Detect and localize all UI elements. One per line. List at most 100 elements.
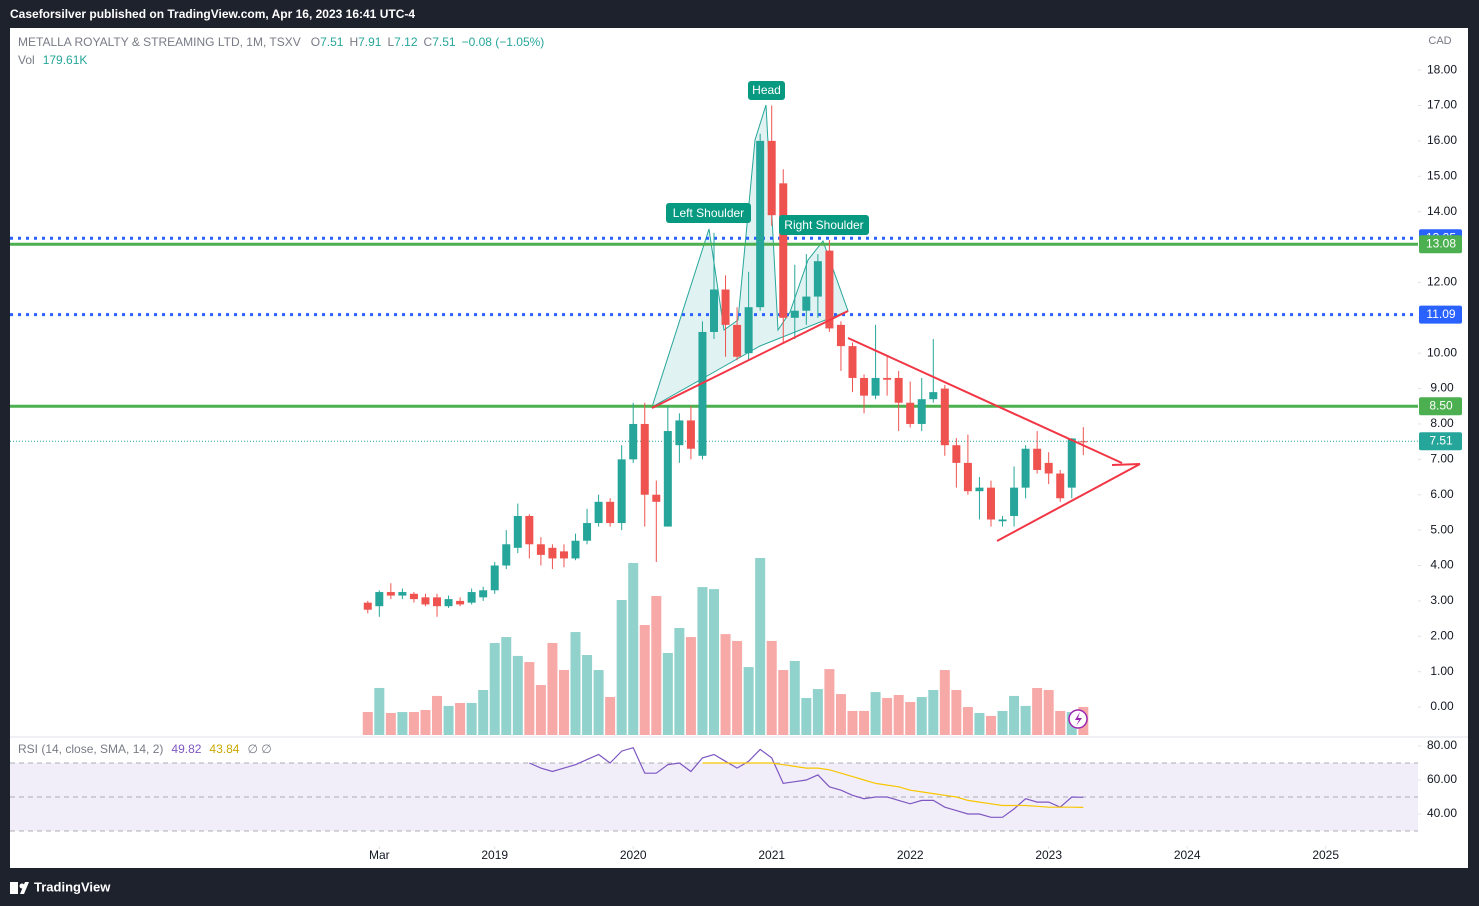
volume-bar (501, 637, 512, 735)
volume-bar (466, 702, 477, 735)
candle-body (594, 501, 603, 524)
rsi-title: RSI (14, close, SMA, 14, 2) (18, 742, 163, 756)
volume-bar (974, 712, 985, 735)
candle-body (513, 515, 522, 548)
candle-body (456, 600, 465, 605)
candle-body (467, 592, 476, 603)
volume-bar (1055, 710, 1066, 735)
publisher: Caseforsilver published on TradingView.c… (10, 7, 415, 21)
x-tick-label: 2023 (1035, 848, 1062, 862)
trend-line (1111, 463, 1141, 466)
annotation: Head (748, 81, 785, 100)
x-tick-label: 2020 (620, 848, 647, 862)
volume-bar (962, 707, 973, 735)
y-tick-label: 6.00 (1430, 487, 1454, 501)
ohlc-value: 7.51 (320, 35, 344, 49)
y-tick-label: 12.00 (1427, 275, 1457, 289)
x-tick-label: 2025 (1312, 848, 1339, 862)
candle-body (536, 544, 545, 555)
volume-bar (582, 655, 593, 735)
y-tick-label: 7.00 (1430, 452, 1454, 466)
y-tick-label: 8.00 (1430, 416, 1454, 430)
rsi-tick-label: 40.00 (1427, 806, 1457, 820)
candle-body (825, 250, 834, 329)
candles (363, 105, 1088, 617)
y-tick-label: 15.00 (1427, 168, 1457, 182)
trend-line (847, 337, 1123, 464)
y-tick-label: 0.00 (1430, 699, 1454, 713)
candle-body (386, 592, 395, 596)
ohlc-value: 7.12 (394, 35, 418, 49)
volume-bar (766, 640, 777, 735)
volume-bar (1032, 687, 1043, 735)
volume-bar (847, 710, 858, 735)
candle-body (940, 388, 949, 446)
y-tick-label: 16.00 (1427, 133, 1457, 147)
ohlc-label: C (424, 35, 433, 49)
candle-body (571, 540, 580, 559)
volume-bar (489, 642, 500, 735)
candle-body (663, 431, 672, 527)
volume-bar (985, 715, 996, 735)
x-tick-label: 2021 (758, 848, 785, 862)
y-tick-label: 18.00 (1427, 62, 1457, 76)
volume-bar (443, 705, 454, 735)
candle-body (929, 392, 938, 400)
volume-bar (524, 662, 535, 735)
volume-layer (362, 558, 1089, 735)
y-tick-label: 10.00 (1427, 345, 1457, 359)
volume-bar (512, 655, 523, 735)
y-tick-label: 3.00 (1430, 593, 1454, 607)
candle-body (629, 423, 638, 460)
volume-bar (1020, 705, 1031, 735)
candle-body (1021, 448, 1030, 488)
volume-bar (732, 640, 743, 735)
volume-bar (605, 697, 616, 735)
volume-bar (697, 587, 708, 735)
candle-body (917, 399, 926, 424)
volume-bar (547, 642, 558, 735)
candle-body (409, 593, 418, 600)
volume-bar (570, 632, 581, 735)
volume-bar (789, 660, 800, 735)
candle-body (1010, 487, 1019, 516)
ohlc-label: L (387, 35, 394, 49)
axes: 0.00 1.00 2.00 3.00 4.00 5.00 6.00 7.00 8.00 9.00… (369, 62, 1462, 862)
volume-bar (628, 562, 639, 735)
alert-icon-bolt (1075, 712, 1082, 726)
volume-bar (997, 710, 1008, 735)
volume-bar (616, 600, 627, 735)
rsi-extra: ∅ ∅ (247, 742, 271, 756)
volume-bar (651, 595, 662, 735)
candle-body (883, 377, 892, 380)
volume-bar (432, 695, 443, 735)
annotation-text: Head (752, 83, 781, 97)
volume-bar (535, 685, 546, 735)
volume-bar (1043, 690, 1054, 735)
x-tick-label: 2024 (1174, 848, 1201, 862)
volume-bar (593, 670, 604, 735)
annotation: Right Shoulder (779, 215, 869, 235)
rsi-sma-value: 43.84 (209, 742, 239, 756)
candle-body (686, 420, 695, 449)
ohlc-label: H (349, 35, 358, 49)
volume-bar (374, 687, 385, 735)
candle-body (433, 597, 442, 607)
rsi-line (529, 746, 1084, 818)
rsi-tick-label: 80.00 (1427, 738, 1457, 752)
volume-bar (362, 712, 373, 735)
level-label-bg (1419, 235, 1462, 254)
volume-bar (639, 625, 650, 735)
volume-bar (824, 669, 835, 735)
level-label-bg (1419, 397, 1462, 416)
candle-body (525, 515, 534, 545)
change: −0.08 (−1.05%) (462, 35, 545, 49)
footer-brand: TradingView (34, 879, 111, 894)
annotation-text: Right Shoulder (784, 218, 863, 232)
volume-bar (743, 667, 754, 735)
volume-bar (420, 710, 431, 735)
volume-bar (916, 697, 927, 735)
pattern-shading (651, 104, 849, 409)
